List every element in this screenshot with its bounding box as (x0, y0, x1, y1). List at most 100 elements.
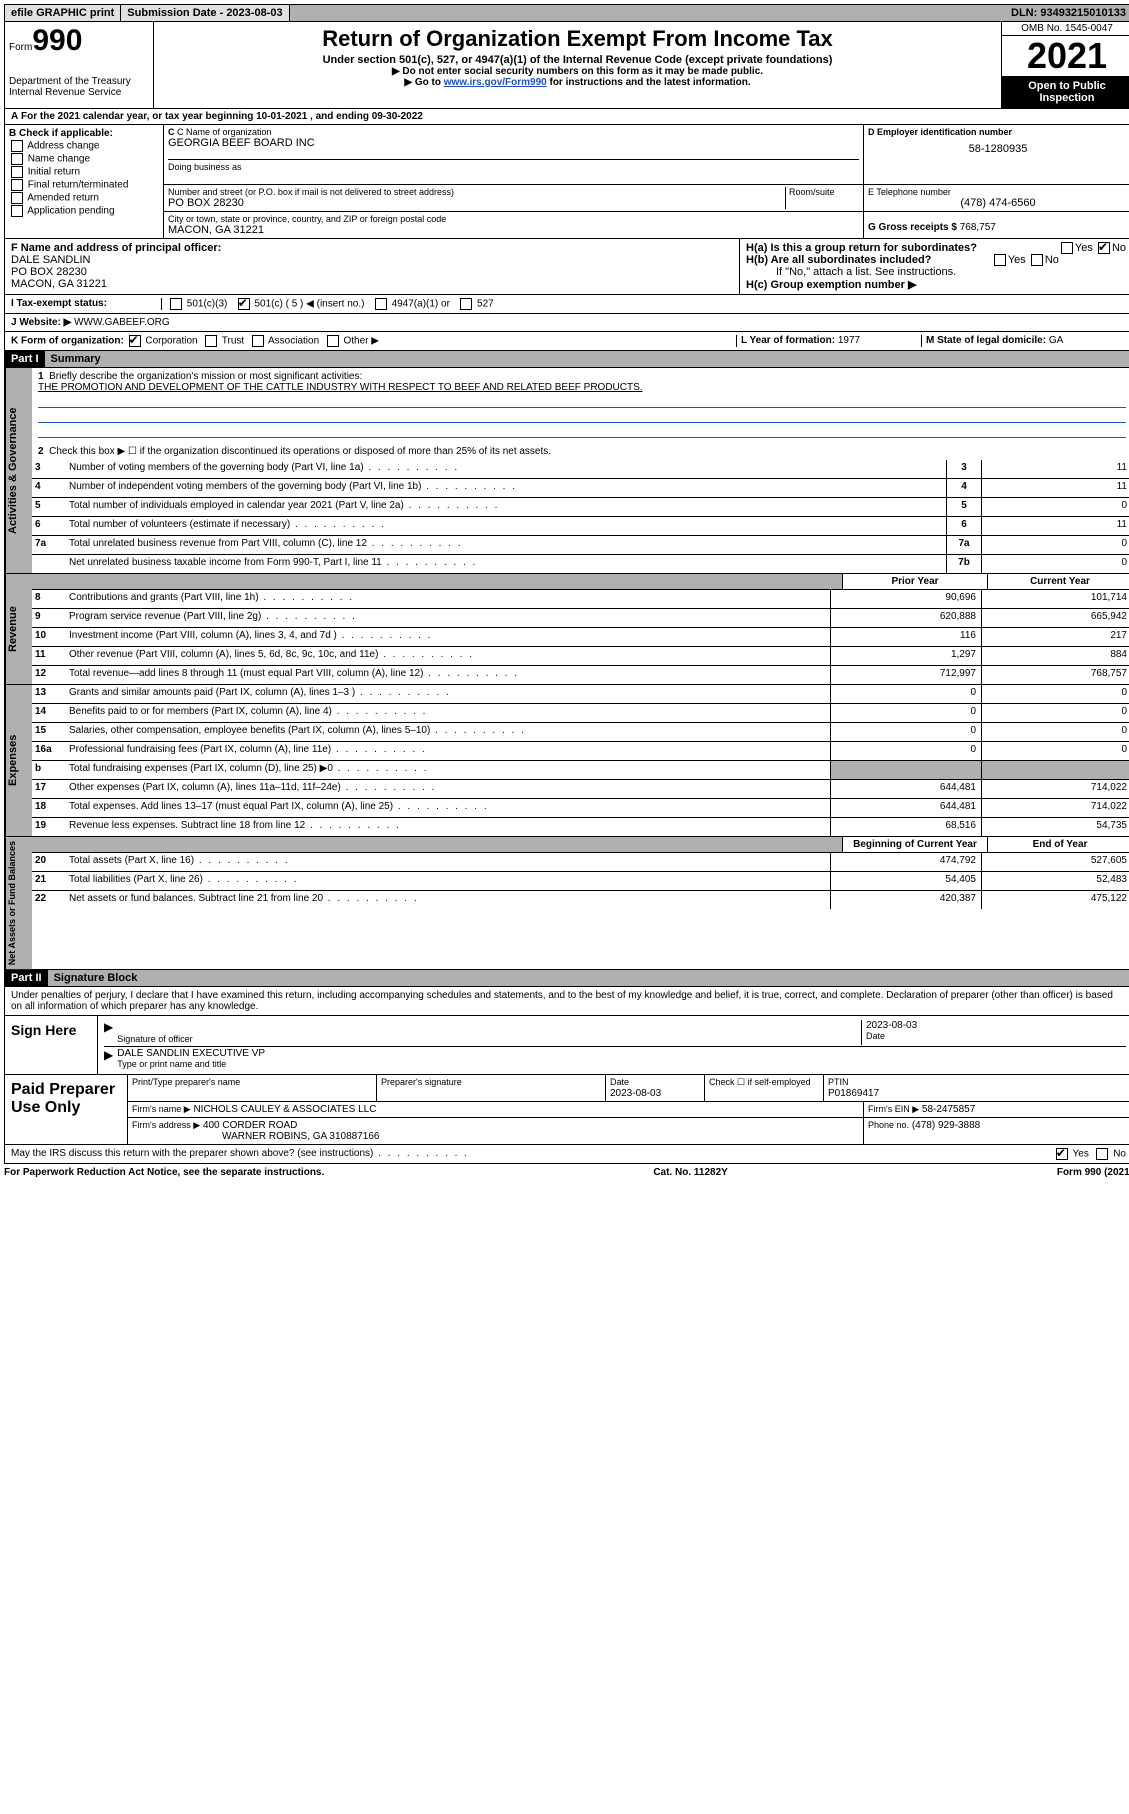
part2-title: Signature Block (48, 970, 1129, 986)
efile-print-button[interactable]: efile GRAPHIC print (5, 5, 121, 21)
omb-number: OMB No. 1545-0047 (1002, 22, 1129, 36)
table-row: 3Number of voting members of the governi… (32, 460, 1129, 479)
part1-header: Part I (5, 351, 45, 367)
table-row: 21Total liabilities (Part X, line 26)54,… (32, 872, 1129, 891)
col-current-year: Current Year (987, 574, 1129, 589)
instr-link: ▶ Go to www.irs.gov/Form990 for instruct… (162, 77, 993, 88)
form-header: Form990 Department of the Treasury Inter… (4, 22, 1129, 109)
dept-label: Department of the Treasury Internal Reve… (9, 76, 149, 98)
form-title: Return of Organization Exempt From Incom… (162, 26, 993, 52)
sign-here-label: Sign Here (5, 1016, 98, 1074)
officer-sig-name: DALE SANDLIN EXECUTIVE VP (117, 1048, 265, 1059)
state-domicile: GA (1049, 335, 1063, 346)
ha-yes-checkbox[interactable] (1061, 242, 1073, 254)
paid-preparer-label: Paid Preparer Use Only (5, 1075, 128, 1144)
prep-date: 2023-08-03 (610, 1088, 661, 1099)
table-row: Net unrelated business taxable income fr… (32, 555, 1129, 573)
org-name: GEORGIA BEEF BOARD INC (168, 137, 859, 149)
section-a: A For the 2021 calendar year, or tax yea… (4, 109, 1129, 239)
korg-row: K Form of organization: Corporation Trus… (4, 332, 1129, 351)
firm-name: NICHOLS CAULEY & ASSOCIATES LLC (193, 1104, 376, 1115)
table-row: 12Total revenue—add lines 8 through 11 (… (32, 666, 1129, 684)
website-url: WWW.GABEEF.ORG (74, 317, 170, 328)
form-footer: Form 990 (2021) (1057, 1167, 1129, 1178)
section-fh: F Name and address of principal officer:… (4, 239, 1129, 295)
table-row: 13Grants and similar amounts paid (Part … (32, 685, 1129, 704)
table-row: 10Investment income (Part VIII, column (… (32, 628, 1129, 647)
cat-no: Cat. No. 11282Y (653, 1167, 727, 1178)
b-checkbox[interactable] (11, 140, 23, 152)
ptin: P01869417 (828, 1088, 879, 1099)
table-row: 11Other revenue (Part VIII, column (A), … (32, 647, 1129, 666)
b-checkbox[interactable] (11, 192, 23, 204)
instr-ssn: ▶ Do not enter social security numbers o… (162, 66, 993, 77)
table-row: 6Total number of volunteers (estimate if… (32, 517, 1129, 536)
table-row: 18Total expenses. Add lines 13–17 (must … (32, 799, 1129, 818)
vtab-expenses: Expenses (5, 685, 32, 836)
4947-checkbox[interactable] (375, 298, 387, 310)
website-row: J Website: ▶ WWW.GABEEF.ORG (4, 314, 1129, 332)
revenue-section: Revenue Prior Year Current Year 8Contrib… (4, 574, 1129, 685)
dln-label: DLN: 93493215010133 (1005, 5, 1129, 21)
table-row: 22Net assets or fund balances. Subtract … (32, 891, 1129, 909)
netassets-section: Net Assets or Fund Balances Beginning of… (4, 837, 1129, 970)
part1-title: Summary (45, 351, 1129, 367)
tax-year-row: A For the 2021 calendar year, or tax yea… (5, 109, 1129, 125)
b-checkbox[interactable] (11, 153, 23, 165)
501c-checkbox[interactable] (238, 298, 250, 310)
firm-ein: 58-2475857 (922, 1104, 975, 1115)
527-checkbox[interactable] (460, 298, 472, 310)
ha-no-checkbox[interactable] (1098, 242, 1110, 254)
page-footer: For Paperwork Reduction Act Notice, see … (4, 1164, 1129, 1181)
table-row: 17Other expenses (Part IX, column (A), l… (32, 780, 1129, 799)
501c3-checkbox[interactable] (170, 298, 182, 310)
table-row: 9Program service revenue (Part VIII, lin… (32, 609, 1129, 628)
table-row: 19Revenue less expenses. Subtract line 1… (32, 818, 1129, 836)
gross-receipts: 768,757 (960, 222, 996, 233)
table-row: 20Total assets (Part X, line 16)474,7925… (32, 853, 1129, 872)
city-state-zip: MACON, GA 31221 (168, 224, 859, 236)
corp-checkbox[interactable] (129, 335, 141, 347)
expenses-section: Expenses 13Grants and similar amounts pa… (4, 685, 1129, 837)
irs-no-checkbox[interactable] (1096, 1148, 1108, 1160)
table-row: 15Salaries, other compensation, employee… (32, 723, 1129, 742)
b-checkbox[interactable] (11, 205, 23, 217)
tax-year: 2021 (1002, 36, 1129, 76)
submission-date-button[interactable]: Submission Date - 2023-08-03 (121, 5, 289, 21)
firm-phone: (478) 929-3888 (912, 1120, 980, 1131)
form-word: Form (9, 42, 32, 53)
table-row: 4Number of independent voting members of… (32, 479, 1129, 498)
street-address: PO BOX 28230 (168, 197, 785, 209)
part2-header: Part II (5, 970, 48, 986)
col-end-year: End of Year (987, 837, 1129, 852)
vtab-governance: Activities & Governance (5, 368, 32, 573)
governance-section: Activities & Governance 1 Briefly descri… (4, 368, 1129, 574)
irs-link[interactable]: www.irs.gov/Form990 (444, 77, 547, 88)
other-checkbox[interactable] (327, 335, 339, 347)
tax-status-row: I Tax-exempt status: 501(c)(3) 501(c) ( … (4, 295, 1129, 314)
b-checkbox[interactable] (11, 166, 23, 178)
hb-yes-checkbox[interactable] (994, 254, 1006, 266)
vtab-netassets: Net Assets or Fund Balances (5, 837, 32, 969)
vtab-revenue: Revenue (5, 574, 32, 684)
table-row: 5Total number of individuals employed in… (32, 498, 1129, 517)
sig-date: 2023-08-03 (866, 1020, 917, 1031)
mission-text: THE PROMOTION AND DEVELOPMENT OF THE CAT… (38, 382, 643, 393)
top-bar: efile GRAPHIC print Submission Date - 20… (4, 4, 1129, 22)
signature-block: Under penalties of perjury, I declare th… (4, 987, 1129, 1164)
form-number: 990 (32, 24, 82, 57)
col-b-checkboxes: B Check if applicable: Address change Na… (5, 125, 164, 238)
table-row: 16aProfessional fundraising fees (Part I… (32, 742, 1129, 761)
irs-yes-checkbox[interactable] (1056, 1148, 1068, 1160)
table-row: 7aTotal unrelated business revenue from … (32, 536, 1129, 555)
table-row: bTotal fundraising expenses (Part IX, co… (32, 761, 1129, 780)
open-public-badge: Open to Public Inspection (1002, 76, 1129, 108)
hb-no-checkbox[interactable] (1031, 254, 1043, 266)
b-checkbox[interactable] (11, 179, 23, 191)
trust-checkbox[interactable] (205, 335, 217, 347)
telephone: (478) 474-6560 (868, 197, 1128, 209)
officer-name: DALE SANDLIN (11, 254, 90, 266)
firm-addr: 400 CORDER ROAD (203, 1120, 297, 1131)
assoc-checkbox[interactable] (252, 335, 264, 347)
may-irs-discuss: May the IRS discuss this return with the… (11, 1148, 469, 1160)
